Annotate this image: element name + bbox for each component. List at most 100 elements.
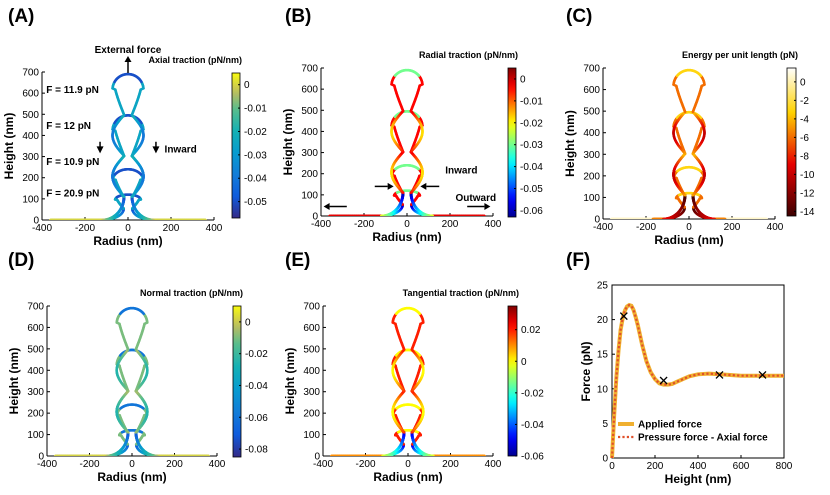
y-tick-label: 100 [303, 430, 320, 441]
colorbar-tick-label: 0.02 [521, 325, 541, 336]
shapes [330, 306, 486, 456]
y-tick-label: 200 [303, 409, 320, 420]
y-tick-label: 700 [583, 64, 600, 75]
y-tick-label: 100 [583, 193, 600, 204]
x-tick-label: 200 [442, 459, 459, 470]
y-tick-label: 300 [22, 152, 39, 163]
colorbar-tick-label: -10 [800, 170, 815, 181]
panel-label: (C) [566, 6, 592, 27]
colorbar-tick-label: -0.05 [520, 184, 543, 195]
x-tick-label: 400 [485, 219, 502, 230]
y-tick-label: 400 [583, 128, 600, 139]
arrow-down-head [96, 146, 104, 154]
colorbar-tick-label: 0 [245, 317, 251, 328]
panel-label: (A) [8, 6, 34, 27]
colorbar-tick-label: -0.03 [244, 150, 267, 161]
x-tick-label: 200 [163, 223, 180, 234]
y-tick-label: 0 [312, 212, 318, 223]
colorbar-tick-label: -0.03 [520, 140, 543, 151]
y-axis-label: Height (nm) [283, 348, 297, 415]
x-tick-label: 200 [724, 222, 741, 233]
x-tick-label: -400 [593, 222, 613, 233]
x-tick-label: -200 [75, 223, 95, 234]
colorbar-tick-label: 0 [244, 80, 250, 91]
y-axis-label: Height (nm) [7, 348, 21, 415]
x-tick-label: 400 [206, 223, 223, 234]
colorbar-title: Axial traction (pN/nm) [148, 55, 242, 65]
annotation-force-label: F = 20.9 pN [46, 189, 99, 200]
y-tick-label: 500 [27, 344, 44, 355]
colorbar-tick-label: -4 [800, 114, 809, 125]
annotation-external-force: External force [95, 45, 162, 56]
y-tick-label: 700 [27, 302, 44, 313]
colorbar-tick-label: -2 [800, 96, 809, 107]
colorbar [231, 72, 241, 219]
x-tick-label: 0 [405, 459, 411, 470]
arrow-outward-head [323, 202, 330, 210]
annotation-inward: Inward [445, 166, 477, 177]
x-tick-label: -400 [313, 459, 333, 470]
y-tick-label: 600 [583, 85, 600, 96]
colorbar-tick-label: -6 [800, 133, 809, 144]
colorbar-tick-label: 0 [521, 357, 527, 368]
x-axis-label: Radius (nm) [93, 234, 162, 248]
y-axis-label: Height (nm) [2, 113, 16, 180]
x-tick-label: -400 [32, 223, 52, 234]
colorbar-tick-label: -0.02 [245, 349, 268, 360]
y-tick-label: 600 [303, 323, 320, 334]
arrow-down-head [152, 146, 160, 154]
colorbar-tick-label: -0.05 [244, 197, 267, 208]
y-tick-label: 0 [314, 452, 320, 463]
colorbar-tick-label: -0.02 [521, 388, 544, 399]
y-tick-label: 400 [303, 366, 320, 377]
colorbar-tick-label: -0.02 [244, 127, 267, 138]
colorbar-tick-label: -0.04 [244, 174, 267, 185]
colorbar-tick-label: -8 [800, 151, 809, 162]
panel-b: (B) -400 -200 0 200 400 0 100 200 300 400 500 600 700… [281, 6, 543, 244]
y-tick-label: 300 [303, 387, 320, 398]
colorbar [507, 67, 517, 218]
x-tick-label: -200 [636, 222, 656, 233]
x-tick-label: -200 [355, 459, 375, 470]
x-axis-label: Radius (nm) [654, 233, 723, 247]
y-tick-label: 600 [22, 89, 39, 100]
shapes [610, 68, 768, 219]
y-tick-label: 300 [27, 387, 44, 398]
shapes [328, 68, 486, 216]
colorbar-tick-label: -0.02 [520, 118, 543, 129]
panel-a: (A) -400 -200 0 200 400 0 100 200 300 400 500 600 700… [2, 6, 267, 248]
annotation-force-label: F = 10.9 pN [46, 157, 99, 168]
y-tick-label: 400 [22, 131, 39, 142]
y-tick-label: 0 [38, 452, 44, 463]
y-tick-label: 100 [27, 430, 44, 441]
y-axis-label: Height (nm) [281, 109, 295, 176]
panel-c: (C) -400 -200 0 200 400 0 100 200 300 400 500 600 700… [563, 6, 815, 247]
y-axis-label: Height (nm) [563, 110, 577, 177]
x-axis-label: Radius (nm) [372, 230, 441, 244]
x-tick-label: 400 [767, 222, 784, 233]
annotation-inward: Inward [165, 144, 197, 155]
y-tick-label: 200 [27, 409, 44, 420]
panel-label: (B) [285, 6, 311, 27]
y-tick-label: 700 [22, 68, 39, 79]
y-tick-label: 500 [583, 107, 600, 118]
colorbar-tick-label: -0.06 [520, 206, 543, 217]
x-tick-label: 0 [686, 222, 692, 233]
panel-label: (E) [285, 250, 310, 271]
colorbar-tick-label: 0 [520, 74, 526, 85]
colorbar-tick-label: -0.04 [520, 162, 543, 173]
colorbar-title: Energy per unit length (pN) [682, 50, 798, 60]
x-tick-label: 0 [125, 223, 131, 234]
x-axis-label: Radius (nm) [373, 470, 442, 484]
y-tick-label: 300 [583, 150, 600, 161]
y-tick-label: 600 [27, 323, 44, 334]
y-tick-label: 300 [301, 148, 318, 159]
annotation-force-label: F = 11.9 pN [46, 85, 99, 96]
x-tick-label: 0 [404, 219, 410, 230]
y-tick-label: 500 [22, 110, 39, 121]
shapes [54, 306, 210, 456]
panel-label: (D) [8, 250, 34, 271]
y-tick-label: 100 [22, 194, 39, 205]
colorbar-tick-label: -0.04 [521, 420, 544, 431]
y-tick-label: 500 [303, 344, 320, 355]
